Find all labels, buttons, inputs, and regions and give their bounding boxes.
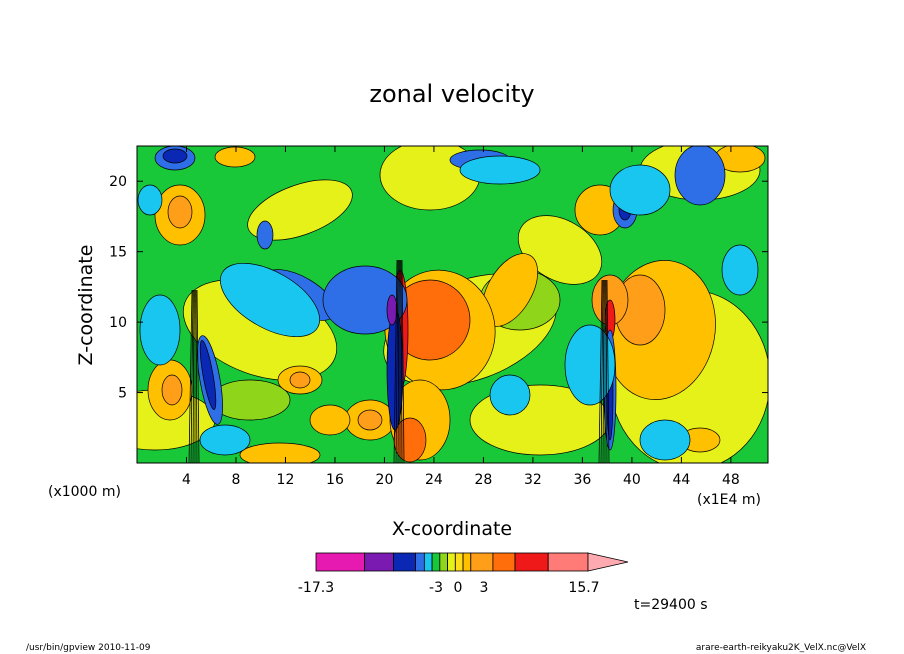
colorbar-segment — [364, 552, 394, 572]
colorbar-segment — [492, 552, 516, 572]
contour-region — [386, 294, 398, 326]
x-tick-label: 32 — [524, 472, 542, 488]
colorbar-tick-label: -17.3 — [298, 580, 334, 596]
contour-line — [600, 279, 604, 463]
contour-line — [400, 259, 403, 463]
x-tick-label: 20 — [376, 472, 394, 488]
colorbar-segment — [392, 552, 416, 572]
footer-left: /usr/bin/gpview 2010-11-09 — [26, 643, 151, 653]
contour-region — [609, 164, 671, 216]
contour-line — [606, 279, 610, 463]
contour-region — [137, 184, 163, 216]
contour-line — [598, 279, 603, 463]
colorbar-tick-label: -3 — [429, 580, 443, 596]
contour-region — [167, 195, 193, 229]
colorbar-tick-label: 0 — [454, 580, 463, 596]
y-tick-label: 5 — [118, 386, 127, 402]
colorbar-segment — [447, 552, 456, 572]
contour-line — [196, 289, 200, 463]
x-tick-label: 8 — [232, 472, 241, 488]
contour-region — [289, 371, 311, 389]
contour-region — [162, 148, 188, 164]
contour-line — [393, 259, 398, 463]
contour-line — [190, 289, 194, 463]
contour-region — [239, 442, 321, 463]
contour-field — [137, 146, 768, 463]
contour-line — [188, 289, 193, 463]
x-axis-label: X-coordinate — [392, 518, 512, 540]
contour-region — [639, 419, 691, 461]
x-tick-label: 28 — [475, 472, 493, 488]
y-tick-label: 15 — [109, 245, 127, 261]
x-unit-label: (x1E4 m) — [697, 492, 761, 508]
time-label: t=29400 s — [634, 597, 708, 613]
colorbar-segment — [415, 552, 425, 572]
y-unit-label: (x1000 m) — [48, 484, 121, 500]
colorbar-segment — [470, 552, 494, 572]
colorbar-segment — [423, 552, 433, 572]
x-tick-label: 24 — [425, 472, 443, 488]
footer-right: arare-earth-reikyaku2K_VelX.nc@VelX — [696, 643, 866, 653]
contour-region — [199, 340, 217, 410]
x-tick-label: 12 — [277, 472, 295, 488]
contour-region — [220, 262, 320, 338]
chart-title: zonal velocity — [369, 80, 534, 108]
plot-frame — [136, 145, 769, 464]
contour-line — [401, 259, 405, 463]
x-tick-label: 36 — [573, 472, 591, 488]
colorbar: -17.3 -3 0 3 15.7 — [298, 552, 629, 596]
y-axis-label: Z-coordinate — [75, 245, 97, 366]
contour-region — [161, 374, 183, 406]
contour-line — [395, 259, 399, 463]
colorbar-segment — [439, 552, 448, 572]
colorbar-segment — [462, 552, 472, 572]
contour-region — [721, 244, 759, 296]
contour-region — [214, 146, 256, 168]
contour-line — [605, 279, 608, 463]
colorbar-segment — [514, 552, 549, 572]
contour-region — [489, 374, 531, 416]
contour-region — [393, 417, 427, 463]
contour-region — [459, 155, 541, 185]
contour-line — [602, 279, 605, 463]
contour-region — [357, 409, 383, 431]
plot-area — [136, 145, 769, 464]
contour-region — [247, 179, 353, 241]
x-tick-label: 44 — [672, 472, 690, 488]
contour-region — [139, 294, 181, 366]
x-tick-label: 4 — [182, 472, 191, 488]
colorbar-segment — [315, 552, 366, 572]
contour-region — [322, 265, 408, 335]
x-tick-label: 48 — [722, 472, 740, 488]
y-axis: 5 10 15 20 — [109, 174, 768, 402]
contour-line — [397, 259, 400, 463]
x-tick-label: 16 — [326, 472, 344, 488]
colorbar-segment — [547, 552, 589, 572]
colorbar-tick-label: 3 — [480, 580, 489, 596]
contour-region — [517, 215, 603, 285]
contour-region — [256, 220, 274, 250]
y-tick-label: 20 — [109, 174, 127, 190]
contour-region — [199, 424, 251, 456]
contour-line — [192, 289, 195, 463]
colorbar-tick-label: 15.7 — [568, 580, 599, 596]
x-axis: 4 8 12 16 20 24 28 32 36 40 44 48 — [182, 146, 740, 488]
contour-region — [309, 404, 351, 436]
colorbar-segment — [431, 552, 441, 572]
x-tick-label: 40 — [623, 472, 641, 488]
colorbar-extend-max — [587, 552, 629, 572]
y-tick-label: 10 — [109, 315, 127, 331]
contour-region — [674, 146, 726, 206]
contour-line — [195, 289, 198, 463]
colorbar-segment — [454, 552, 464, 572]
